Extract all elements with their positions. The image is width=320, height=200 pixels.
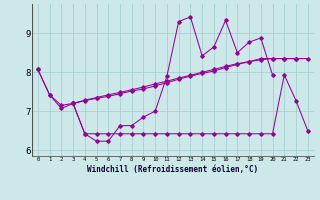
X-axis label: Windchill (Refroidissement éolien,°C): Windchill (Refroidissement éolien,°C) bbox=[87, 165, 258, 174]
